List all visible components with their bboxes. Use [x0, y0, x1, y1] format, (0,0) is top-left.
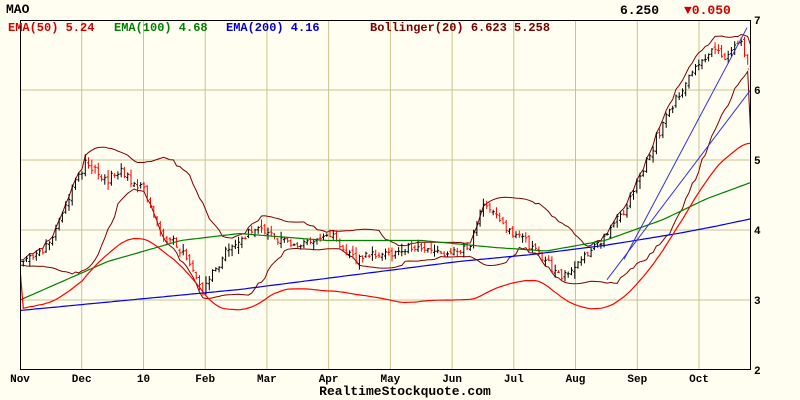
- svg-text:2: 2: [754, 366, 761, 378]
- svg-text:Dec: Dec: [72, 374, 92, 386]
- svg-text:Sep: Sep: [627, 374, 647, 386]
- svg-text:Feb: Feb: [195, 374, 215, 386]
- svg-text:6: 6: [754, 86, 761, 98]
- svg-text:4: 4: [754, 226, 761, 238]
- svg-text:Aug: Aug: [566, 374, 586, 386]
- svg-text:7: 7: [754, 16, 761, 28]
- svg-text:Mar: Mar: [257, 374, 277, 386]
- svg-text:Oct: Oct: [689, 374, 709, 386]
- svg-text:Nov: Nov: [10, 374, 30, 386]
- svg-text:10: 10: [137, 374, 150, 386]
- svg-text:5: 5: [754, 156, 761, 168]
- svg-text:3: 3: [754, 296, 761, 308]
- svg-text:Jul: Jul: [504, 374, 524, 386]
